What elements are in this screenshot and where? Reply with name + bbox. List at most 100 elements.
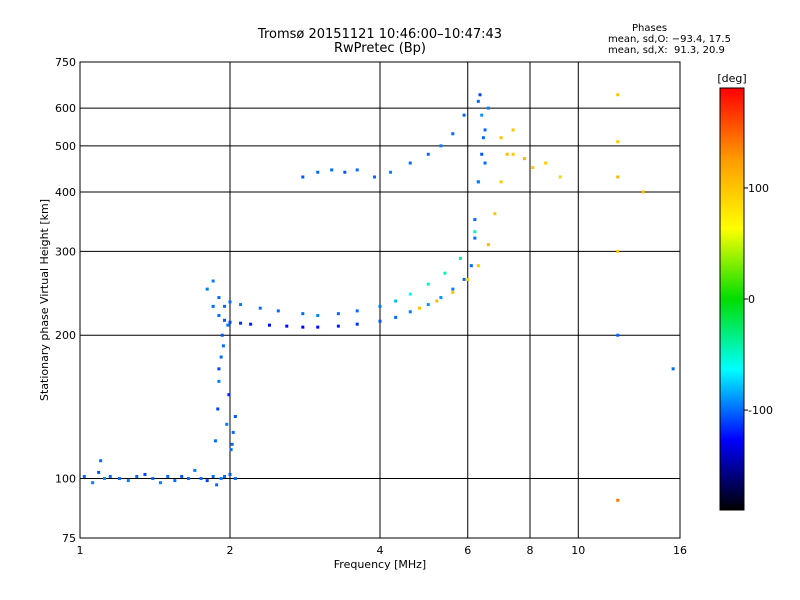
data-point (531, 166, 535, 170)
data-point (473, 230, 477, 234)
data-point (389, 170, 393, 174)
y-tick-labels: 75 100 200 300 400 500 600 750 (55, 56, 76, 545)
data-point (616, 175, 620, 179)
data-point (193, 468, 197, 472)
data-point (217, 296, 221, 300)
data-point (199, 477, 203, 481)
data-point (435, 299, 439, 303)
data-point (316, 314, 320, 318)
data-point (330, 168, 334, 172)
data-point (316, 170, 320, 174)
data-point (223, 474, 227, 478)
data-point (336, 324, 340, 328)
data-point (499, 136, 503, 140)
data-point (426, 152, 430, 156)
y-axis-label: Stationary phase Virtual Height [km] (38, 199, 51, 401)
data-point (226, 323, 230, 327)
y-tick-label: 500 (55, 140, 76, 153)
data-point (228, 320, 232, 324)
data-point (233, 477, 237, 481)
data-point (316, 325, 320, 329)
data-point (378, 319, 382, 323)
data-point (205, 287, 209, 291)
data-point (233, 414, 237, 418)
x-tick-label: 6 (464, 544, 471, 557)
x-tick-label: 8 (527, 544, 534, 557)
data-point (126, 479, 130, 483)
data-point (221, 344, 225, 348)
data-point (267, 323, 271, 327)
data-point (343, 170, 347, 174)
data-point (616, 140, 620, 144)
data-point (511, 152, 515, 156)
data-point (505, 152, 509, 156)
data-point (480, 113, 484, 117)
colorbar (719, 87, 745, 511)
data-point (301, 325, 305, 329)
data-point (223, 304, 227, 308)
data-point (483, 161, 487, 165)
data-point (211, 304, 215, 308)
data-point (239, 321, 243, 325)
data-point (641, 190, 645, 194)
data-point (476, 99, 480, 103)
data-point (481, 136, 485, 140)
data-point (458, 256, 462, 260)
data-point (173, 479, 177, 483)
data-point (426, 303, 430, 307)
data-point (82, 474, 86, 478)
data-point (462, 277, 466, 281)
data-point (462, 113, 466, 117)
data-point (443, 271, 447, 275)
data-point (408, 161, 412, 165)
y-tick-label: 300 (55, 245, 76, 258)
data-point (616, 249, 620, 253)
y-tick-label: 750 (55, 56, 76, 69)
data-point (228, 300, 232, 304)
data-point (558, 175, 562, 179)
data-point (219, 477, 223, 481)
x-tick-label: 16 (673, 544, 687, 557)
data-point (480, 152, 484, 156)
data-point (239, 303, 243, 307)
data-point (225, 422, 229, 426)
colorbar-label: [deg] (717, 72, 746, 85)
grid-lines (80, 62, 680, 538)
data-point (158, 481, 162, 485)
data-point (616, 93, 620, 97)
data-point (215, 483, 219, 487)
stats-x-line: mean, sd,X: 91.3, 20.9 (608, 45, 725, 56)
data-point (103, 477, 107, 481)
data-point (378, 304, 382, 308)
data-point (230, 442, 234, 446)
y-tick-label: 600 (55, 102, 76, 115)
x-tick-label: 4 (377, 544, 384, 557)
data-point (373, 175, 377, 179)
data-point (220, 333, 224, 337)
data-point (417, 306, 421, 310)
data-point (426, 282, 430, 286)
x-axis-label: Frequency [MHz] (334, 558, 426, 571)
data-point (355, 309, 359, 313)
data-points (82, 93, 675, 502)
data-point (499, 180, 503, 184)
data-point (473, 218, 477, 222)
x-tick-labels: 1 2 4 6 8 10 16 (77, 544, 688, 557)
chart-title: Tromsø 20151121 10:46:00–10:47:43 (257, 27, 503, 42)
data-point (217, 367, 221, 371)
data-point (151, 477, 155, 481)
data-point (135, 474, 139, 478)
data-point (451, 132, 455, 136)
data-point (108, 474, 112, 478)
data-point (97, 470, 101, 474)
y-tick-label: 400 (55, 186, 76, 199)
data-point (394, 299, 398, 303)
data-point (217, 314, 221, 318)
data-point (486, 243, 490, 247)
data-point (466, 277, 470, 281)
data-point (493, 212, 497, 216)
data-point (143, 472, 147, 476)
data-point (217, 379, 221, 383)
data-point (227, 393, 231, 397)
